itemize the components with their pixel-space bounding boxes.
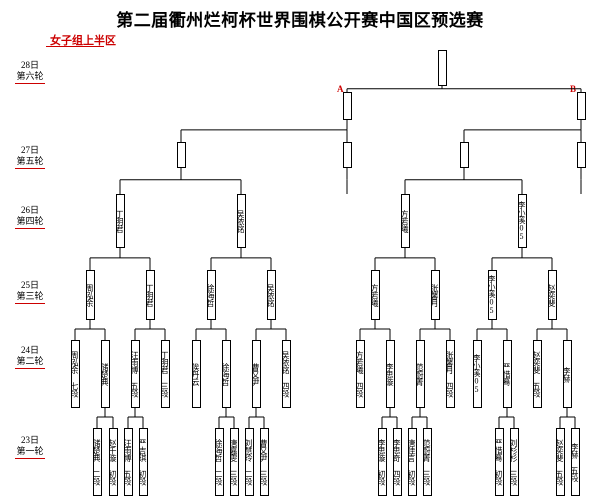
- player-slot: [460, 142, 469, 168]
- player-slot: 吴依铭 四段: [282, 340, 291, 408]
- player-slot: 俟丹云: [192, 340, 201, 408]
- player-slot: 李思奇 四段: [393, 428, 402, 496]
- bracket-page: { "title_text": "第二届衢州烂柯杯世界围棋公开赛中国区预选赛",…: [0, 0, 600, 501]
- player-slot: 曹又尹 三段: [260, 428, 269, 496]
- player-slot: 赵千璇 初段: [109, 428, 118, 496]
- player-slot: [343, 92, 352, 120]
- player-slot: 李小溪05: [518, 194, 527, 248]
- player-slot: 严吉琪 初段: [139, 428, 148, 496]
- player-slot: 唐佳言 初段: [408, 428, 417, 496]
- player-slot: 徐海哲: [222, 340, 231, 408]
- player-slot: 严惜蓦 初段: [495, 428, 504, 496]
- player-slot: 周泓余: [86, 270, 95, 320]
- player-slot: 储楚典 二段: [93, 428, 102, 496]
- player-slot: 张馨月 四段: [446, 340, 455, 408]
- player-slot: [177, 142, 186, 168]
- player-slot: 李小溪05: [473, 340, 482, 408]
- player-slot: 徐海哲 二段: [215, 428, 224, 496]
- player-slot: 范蔚菁: [416, 340, 425, 408]
- player-slot: 曹又尹: [252, 340, 261, 408]
- player-slot: 严惜蓦: [503, 340, 512, 408]
- player-slot: 丁明君 三段: [161, 340, 170, 408]
- player-slot: 李赫 五段: [571, 428, 580, 496]
- player-slot: 丁明君: [116, 194, 125, 248]
- player-slot: 李思璇 初段: [378, 428, 387, 496]
- player-slot: 范蔚菁 三段: [423, 428, 432, 496]
- player-slot: [577, 92, 586, 120]
- player-slot: 刘杉杉 三段: [510, 428, 519, 496]
- player-slot: 丁明君: [146, 270, 155, 320]
- player-slot: 李赫: [563, 340, 572, 408]
- player-slot: 吴依铭: [267, 270, 276, 320]
- player-slot: 汪雨博 五段: [124, 428, 133, 496]
- player-slot: 张馨月: [431, 270, 440, 320]
- player-slot: 徐海哲: [207, 270, 216, 320]
- player-slot: 赵奕斐: [548, 270, 557, 320]
- player-slot: 方若曦: [371, 270, 380, 320]
- player-slot: 李思璇: [386, 340, 395, 408]
- player-slot: [438, 50, 447, 86]
- player-slot: 刘慧玲 二段: [245, 428, 254, 496]
- bracket-lines: [0, 0, 600, 501]
- player-slot: 储楚典: [101, 340, 110, 408]
- player-slot: 李小溪05: [488, 270, 497, 320]
- player-slot: [343, 142, 352, 168]
- player-slot: 赵奕斐 五段: [533, 340, 542, 408]
- player-slot: 吴依铭: [237, 194, 246, 248]
- player-slot: 赵奕斐 五段: [556, 428, 565, 496]
- player-slot: 方若曦: [401, 194, 410, 248]
- player-slot: 汪雨博 五段: [131, 340, 140, 408]
- player-slot: 唐嘉雯 三段: [230, 428, 239, 496]
- player-slot: [577, 142, 586, 168]
- player-slot: 方若曦 四段: [356, 340, 365, 408]
- player-slot: 周泓余 七段: [71, 340, 80, 408]
